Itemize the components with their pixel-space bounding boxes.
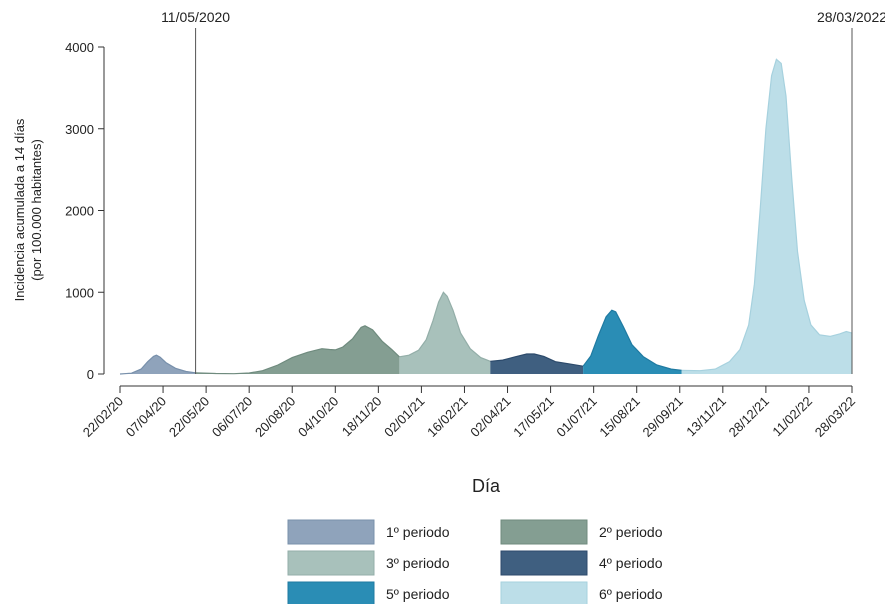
series-area-6 — [681, 59, 852, 375]
x-tick-label: 15/08/21 — [596, 394, 642, 440]
x-tick-label: 13/11/21 — [683, 394, 729, 440]
series-area-3 — [399, 292, 491, 374]
y-tick-label: 4000 — [65, 40, 94, 55]
legend-swatch-2 — [500, 519, 588, 545]
x-tick-label: 11/02/22 — [769, 394, 815, 440]
series-line-4 — [490, 353, 584, 367]
x-tick-label: 28/12/21 — [726, 394, 772, 440]
legend-swatch-3 — [287, 550, 375, 576]
legend-swatch-1 — [287, 519, 375, 545]
series-line-2 — [195, 325, 400, 375]
legend-label-1: 1º periodo — [386, 524, 450, 540]
legend-label-3: 3º periodo — [386, 555, 450, 571]
annotation-label-2: 28/03/2022 — [817, 9, 885, 25]
series-line-5 — [582, 309, 682, 371]
series-area-5 — [583, 310, 682, 374]
annotation-label-1: 11/05/2020 — [161, 9, 230, 25]
annotation-lines: 11/05/2020 28/03/2022 — [161, 9, 885, 374]
legend-swatch-6 — [500, 581, 588, 604]
x-tick-label: 07/04/20 — [123, 394, 169, 440]
x-tick-label: 02/01/21 — [381, 394, 427, 440]
x-tick-label: 17/05/21 — [510, 394, 556, 440]
x-tick-label: 29/09/21 — [639, 394, 685, 440]
series-area-4 — [490, 354, 584, 374]
y-tick-label: 0 — [87, 367, 94, 382]
x-axis-title: Día — [472, 476, 501, 496]
x-tick-label: 16/02/21 — [424, 394, 470, 440]
y-tick-label: 3000 — [65, 122, 94, 137]
x-tick-label: 18/11/20 — [339, 394, 385, 440]
legend-swatch-4 — [500, 550, 588, 576]
x-tick-label: 01/07/21 — [553, 394, 599, 440]
series-line-6 — [681, 58, 853, 372]
x-tick-label: 06/07/20 — [209, 394, 255, 440]
series-areas — [119, 58, 853, 375]
legend: 1º periodo 2º periodo 3º periodo 4º periodo… — [287, 519, 663, 604]
legend-label-4: 4º periodo — [599, 555, 663, 571]
y-tick-label: 2000 — [65, 204, 94, 219]
series-line-3 — [399, 291, 491, 362]
y-axis-title-line-1: Incidencia acumulada a 14 días — [12, 118, 27, 301]
legend-label-6: 6º periodo — [599, 586, 663, 602]
legend-swatch-5 — [287, 581, 375, 604]
y-axis-title-line-2: (por 100.000 habitantes) — [29, 139, 44, 281]
x-tick-label: 28/03/22 — [812, 394, 858, 440]
series-area-1 — [120, 355, 196, 374]
series-line-1 — [119, 354, 196, 375]
x-tick-label: 04/10/20 — [295, 394, 341, 440]
series-area-2 — [195, 325, 400, 374]
x-tick-label: 22/05/20 — [166, 394, 212, 440]
y-tick-label: 1000 — [65, 285, 94, 300]
x-tick-label: 20/08/20 — [252, 394, 298, 440]
x-tick-label: 22/02/20 — [80, 394, 126, 440]
legend-label-5: 5º periodo — [386, 586, 450, 602]
axes: 0 1000 2000 3000 4000 22/02/2007/04/2022/05/2… — [65, 40, 858, 440]
legend-label-2: 2º periodo — [599, 524, 663, 540]
x-tick-label: 02/04/21 — [467, 394, 513, 440]
